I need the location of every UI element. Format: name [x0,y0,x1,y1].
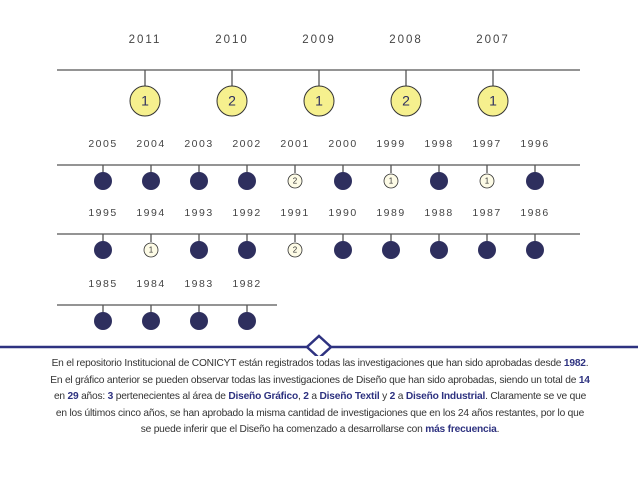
count-circle [287,242,303,258]
count-label: 1 [489,93,497,109]
year-label: 1997 [472,138,501,150]
year-dot [190,312,208,330]
emphasis: Diseño Textil [319,391,380,402]
year-dot [238,172,256,190]
count-circle [287,173,303,189]
year-dot [190,241,208,259]
emphasis: Diseño Industrial [405,391,486,402]
emphasis: 3 [107,391,114,402]
year-dot [94,241,112,259]
year-label: 1995 [88,207,117,219]
year-label: 1999 [376,138,405,150]
count-label: 1 [315,93,323,109]
count-label: 2 [402,93,410,109]
text-run: años: [78,391,108,402]
year-label: 2010 [215,34,249,46]
year-label: 1984 [136,278,165,290]
emphasis: 29 [67,391,79,402]
year-label: 2002 [232,138,261,150]
text-run: En el repositorio Institucional de CONIC… [51,358,564,369]
year-label: 1982 [232,278,261,290]
year-dot [94,172,112,190]
year-label: 1986 [520,207,549,219]
year-label: 2001 [280,138,309,150]
text-run: a [308,391,320,402]
year-label: 2004 [136,138,165,150]
emphasis: 1982 [563,358,586,369]
year-label: 1983 [184,278,213,290]
year-label: 1993 [184,207,213,219]
year-label: 1987 [472,207,501,219]
count-circle [303,85,335,117]
year-label: 2008 [389,34,423,46]
count-circle [143,242,159,258]
year-dot [334,172,352,190]
year-label: 1996 [520,138,549,150]
count-label: 1 [149,246,154,255]
emphasis: 2 [389,391,396,402]
count-label: 2 [293,177,298,186]
count-circle [477,85,509,117]
emphasis: más frecuencia [425,424,497,435]
text-run: . [496,424,500,435]
emphasis: 14 [578,374,590,386]
year-label: 2007 [476,34,510,46]
emphasis: 2 [303,391,309,402]
count-label: 1 [485,177,490,186]
year-dot [190,172,208,190]
text-run: . En el gráfico anterior se pueden obser… [50,358,589,386]
count-circle [390,85,422,117]
text-run: y [379,391,390,402]
year-label: 1991 [280,207,309,219]
text-run: a [395,391,406,402]
year-label: 2003 [184,138,213,150]
year-label: 1998 [424,138,453,150]
year-dot [478,241,496,259]
year-label: 1992 [232,207,261,219]
year-label: 1994 [136,207,165,219]
year-label: 2011 [129,34,162,46]
emphasis: Diseño Gráfico [228,391,298,402]
text-run: , [298,391,304,402]
year-dot [334,241,352,259]
year-dot [94,312,112,330]
count-label: 1 [389,177,394,186]
year-dot [238,312,256,330]
description: En el repositorio Institucional de CONIC… [50,356,590,439]
divider-diamond [305,334,333,356]
year-label: 1989 [376,207,405,219]
year-dot [142,312,160,330]
count-circle [383,173,399,189]
count-circle [216,85,248,117]
year-dot [382,241,400,259]
count-circle [129,85,161,117]
year-dot [430,241,448,259]
year-dot [142,172,160,190]
year-label: 1985 [88,278,117,290]
text-run: . Claramente se ve que en los últimos ci… [55,391,587,435]
year-label: 2000 [328,138,357,150]
text-run: en [53,391,68,402]
text-run: pertenecientes al área de [113,391,229,402]
year-label: 1988 [424,207,453,219]
year-label: 2009 [302,34,336,46]
timeline: 2011 1 2010 2 2009 1 2008 2 2007 1 2005 2004 2003 200… [0,34,638,356]
year-label: 1990 [328,207,357,219]
count-label: 2 [228,93,236,109]
count-label: 2 [293,246,298,255]
count-label: 1 [141,93,149,109]
year-dot [238,241,256,259]
year-label: 2005 [88,138,117,150]
count-circle [479,173,495,189]
year-dot [526,172,544,190]
year-dot [430,172,448,190]
year-dot [526,241,544,259]
